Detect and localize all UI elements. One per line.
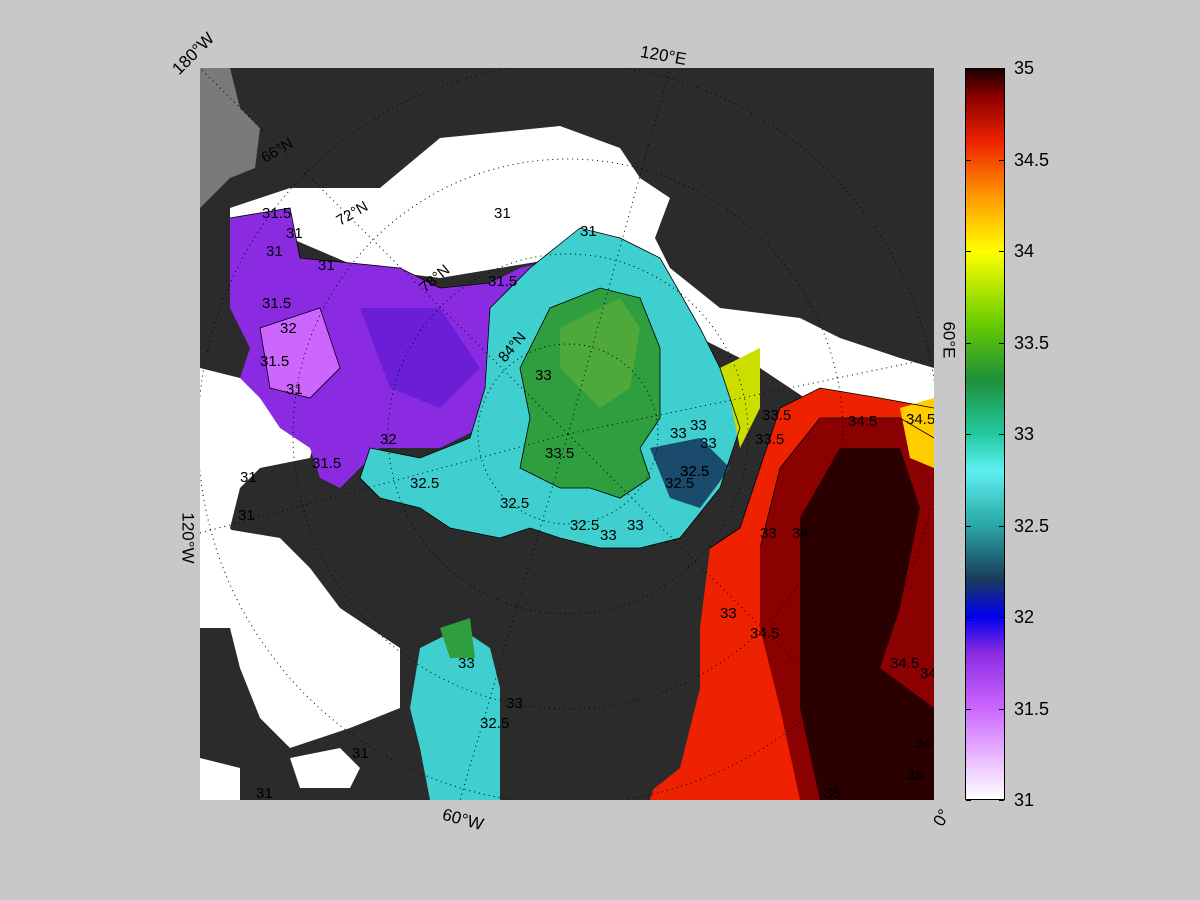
contour-value-label: 32.5 (680, 463, 709, 480)
longitude-label: 60°W (440, 804, 486, 835)
contour-value-label: 34.5 (890, 655, 919, 672)
atlantic-water (900, 398, 934, 468)
colorbar-tick-mark (966, 342, 971, 344)
colorbar-tick-mark (999, 708, 1004, 710)
colorbar-tick-label: 33.5 (1014, 332, 1050, 353)
colorbar-tick-mark (966, 251, 971, 252)
colorbar-tick-mark (966, 708, 971, 710)
contour-value-label: 35 (824, 785, 841, 800)
contour-value-label: 31 (266, 243, 283, 260)
contour-value-label: 31 (240, 469, 257, 486)
colorbar-tick-mark (966, 617, 971, 618)
colorbar-tick-mark (966, 159, 971, 161)
colorbar (965, 68, 1005, 800)
baffin-bay (440, 618, 475, 658)
colorbar-tick-mark (999, 525, 1004, 527)
mid-salinity-region (650, 438, 730, 508)
greenland (490, 558, 660, 800)
colorbar-tick-mark (999, 251, 1004, 252)
longitude-label: 0° (929, 805, 954, 830)
contour-value-label: 31 (238, 507, 255, 524)
map-canvas: 66°N 72°N 78°N 84°N 31.531313131.53231.5… (200, 68, 934, 800)
graticule (200, 68, 934, 800)
contour-value-label: 31 (286, 225, 303, 242)
colorbar-tick-mark (999, 342, 1004, 344)
contour-value-label: 33.5 (545, 445, 574, 462)
colorbar-tick-mark (999, 159, 1004, 161)
contour-value-label: 33 (627, 517, 644, 534)
contour-labels: 31.531313131.53231.5313231.531313131.532… (238, 205, 934, 800)
contour-value-label: 33 (506, 695, 523, 712)
colorbar-tick-label: 34.5 (1014, 149, 1050, 170)
off-domain-region (200, 68, 260, 208)
contour-value-label: 31 (286, 381, 303, 398)
colorbar-tick-mark (966, 525, 971, 527)
colorbar-tick-label: 32.5 (1014, 515, 1050, 536)
contour-value-label: 31.5 (262, 205, 291, 222)
contour-value-label: 32.5 (480, 715, 509, 732)
contour-value-label: 33 (690, 417, 707, 434)
contour-value-label: 31 (318, 257, 335, 274)
contour-value-label: 33 (720, 605, 737, 622)
colorbar-tick-label: 32 (1014, 607, 1035, 627)
colorbar-tick-label: 31.5 (1014, 698, 1050, 719)
colorbar-tick-mark (966, 800, 971, 801)
sea-ice-region (200, 588, 240, 800)
contour-value-label: 34.5 (848, 413, 877, 430)
contour-lines (229, 207, 934, 549)
sea-ice-region (290, 748, 360, 788)
colorbar-tick-mark (999, 68, 1004, 69)
longitude-label: 60°E (939, 321, 959, 359)
contour-value-label: 34.5 (906, 411, 934, 428)
contour-value-label: 35 (907, 767, 924, 784)
contour-value-label: 33 (670, 425, 687, 442)
contour-value-label: 32.5 (410, 475, 439, 492)
baffin-bay (410, 628, 500, 800)
contour-value-label: 33 (458, 655, 475, 672)
longitude-label: 120°W (178, 512, 198, 564)
contour-value-label: 32.5 (570, 517, 599, 534)
colorbar-tick-mark (966, 68, 971, 69)
contour-value-label: 31 (580, 223, 597, 240)
sea-ice-region (220, 528, 400, 748)
contour-value-label: 31 (494, 205, 511, 222)
colorbar-tick-label: 34 (1014, 241, 1035, 261)
contour-value-label: 34 (792, 525, 809, 542)
contour-value-label: 32.5 (665, 475, 694, 492)
atlantic-water (800, 448, 934, 800)
contour-value-label: 34.5 (750, 625, 779, 642)
colorbar-tick-mark (999, 617, 1004, 618)
contour-value-label: 33 (535, 367, 552, 384)
longitude-label: 120°E (638, 42, 688, 69)
colorbar-tick-mark (999, 800, 1004, 801)
contour-value-label: 32.5 (680, 463, 709, 480)
contour-value-label: 34 (920, 665, 934, 682)
colorbar-tick-label: 33 (1014, 424, 1035, 444)
colorbar-tick-label: 35 (1014, 58, 1035, 78)
contour-value-label: 31 (256, 785, 273, 800)
contour-value-label: 34 (915, 735, 932, 752)
contour-value-label: 31.5 (262, 295, 291, 312)
contour-value-label: 33 (600, 527, 617, 544)
contour-value-label: 31.5 (312, 455, 341, 472)
contour-value-label: 32.5 (500, 495, 529, 512)
contour-value-label: 32 (380, 431, 397, 448)
low-salinity-region (260, 308, 340, 398)
colorbar-tick-mark (999, 434, 1004, 435)
contour-value-label: 32 (280, 320, 297, 337)
colorbar-tick-mark (966, 434, 971, 435)
contour-value-label: 33.5 (762, 407, 791, 424)
high-salinity-core (560, 298, 640, 408)
contour-value-label: 33 (700, 435, 717, 452)
low-salinity-region (360, 308, 480, 408)
contour-value-label: 33 (760, 525, 777, 542)
salinity-map: 66°N 72°N 78°N 84°N 31.5 31 31 31 31.5 32 31.5… (200, 68, 934, 800)
contour-value-label: 31.5 (488, 273, 517, 290)
contour-value-label: 31 (352, 745, 369, 762)
contour-value-label: 33.5 (755, 431, 784, 448)
contour-value-label: 31.5 (260, 353, 289, 370)
colorbar-tick-label: 31 (1014, 790, 1035, 810)
